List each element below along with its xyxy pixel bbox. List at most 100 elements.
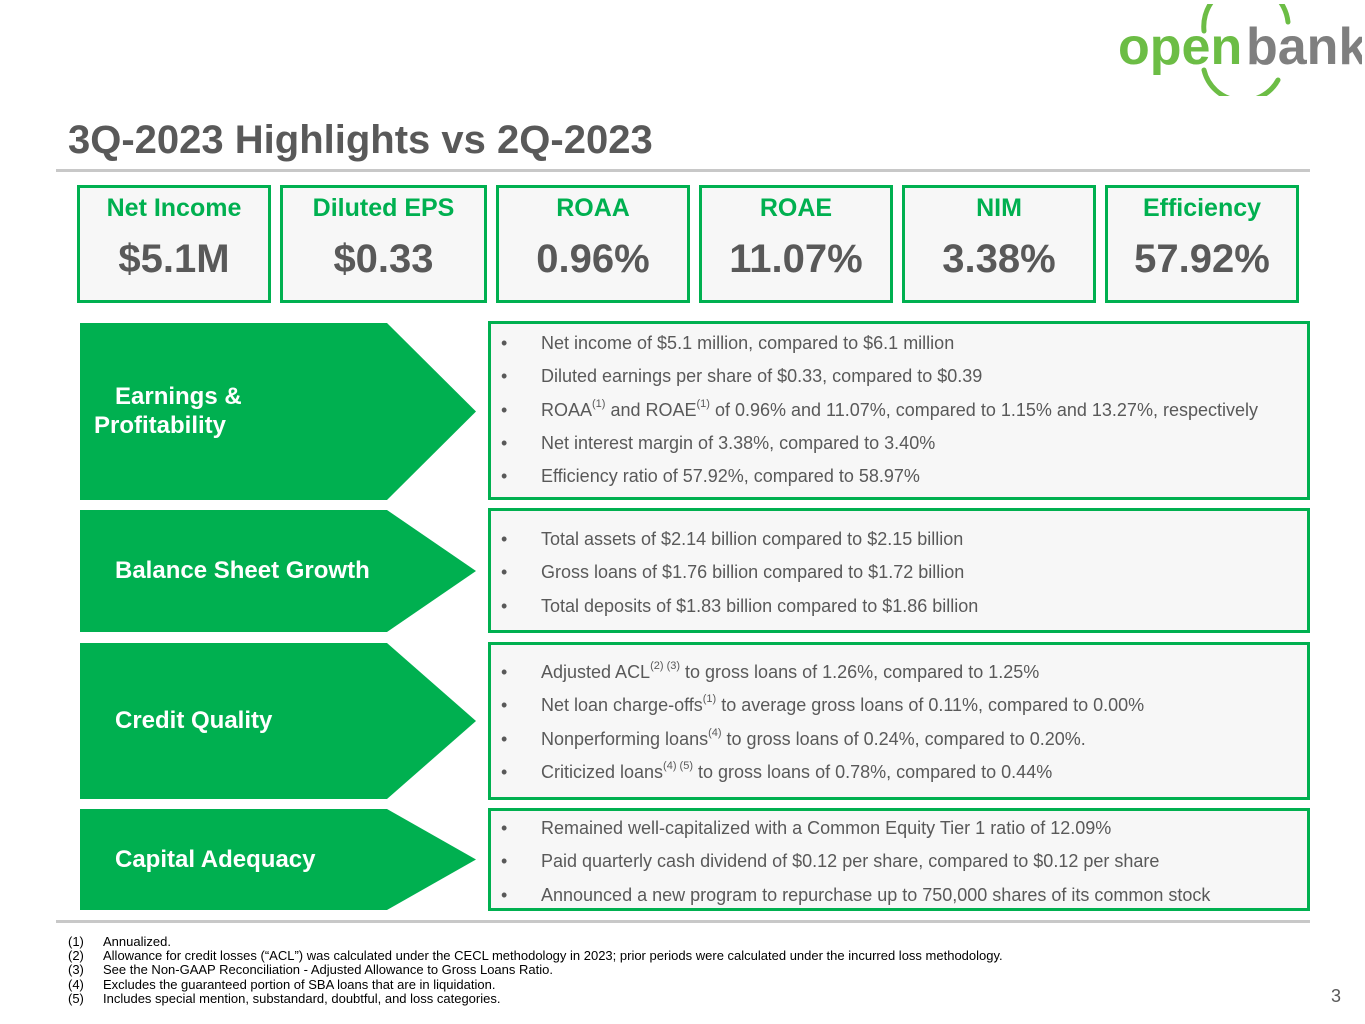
bullet-glyph: • [501,562,508,583]
footnote-text: Excludes the guaranteed portion of SBA l… [103,976,496,992]
logo-text-bank: bank [1246,18,1362,76]
bullet-item: • Net income of $5.1 million, compared to… [501,327,1299,360]
footnote-item: (5) Includes special mention, substandard… [68,991,1003,1006]
bullet-list: • Total assets of $2.14 billion compared … [501,523,1299,623]
footnote-item: (4) Excludes the guaranteed portion of SB… [68,976,1003,992]
footnote-number: (2) [68,948,84,964]
page-number: 3 [1331,986,1342,1006]
bullet-text: Total assets of $2.14 billion compared t… [541,529,964,549]
bullet-text-part: Net loan charge-offs [541,695,703,716]
footer-divider [56,920,1310,923]
bullet-item: • Nonperforming loans(4) to gross loans o… [501,723,1299,756]
kpi-roaa: ROAA 0.96% [496,185,690,303]
bullet-item: • Total assets of $2.14 billion compared … [501,523,1299,556]
openbank-logo: open bank [1112,4,1362,96]
section-panel-balance-sheet: • Total assets of $2.14 billion compared … [488,508,1310,633]
bullet-item: • ROAA(1) and ROAE(1) of 0.96% and 11.07%… [501,394,1299,427]
bullet-text-part: Adjusted ACL [541,662,651,682]
footnote-number: (3) [68,962,84,978]
footnote-ref: (4) (5) [663,759,693,772]
bullet-item: • Diluted earnings per share of $0.33, co… [501,360,1299,393]
footnote-item: (1) Annualized. [68,934,1003,949]
bullet-glyph: • [501,761,508,782]
bullet-glyph: • [501,695,508,716]
section-label-line2: Profitability [94,412,227,439]
bullet-glyph: • [501,662,508,682]
kpi-label: Diluted EPS [312,194,455,222]
section-arrow-capital-adequacy: Capital Adequacy [80,809,476,910]
section-arrow-balance-sheet: Balance Sheet Growth [80,510,476,632]
bullet-text: Remained well-capitalized with a Common … [541,818,1112,838]
kpi-value: 11.07% [729,237,863,281]
logo-top-arc [1201,4,1291,34]
footnote-ref: (4) [708,726,722,739]
logo-text-open: open [1118,18,1242,76]
footnote-ref: (1) [696,397,710,410]
bullet-text-part: to gross loans of 0.24%, compared to 0.2… [721,728,1086,749]
bullet-glyph: • [501,333,508,353]
page-title: 3Q-2023 Highlights vs 2Q-2023 [68,118,653,162]
section-panel-credit-quality: • Adjusted ACL(2) (3) to gross loans of 1… [488,642,1310,800]
bullet-glyph: • [501,884,508,905]
footnote-number: (4) [68,976,84,992]
bullet-item: • Paid quarterly cash dividend of $0.12 p… [501,845,1299,878]
kpi-label: NIM [976,194,1022,222]
kpi-nim: NIM 3.38% [902,185,1096,303]
title-divider [56,169,1310,172]
kpi-value: 0.96% [536,237,650,281]
bullet-glyph: • [501,399,508,420]
footnotes: (1) Annualized. (2) Allowance for credit l… [68,934,1003,1006]
bullet-list: • Adjusted ACL(2) (3) to gross loans of 1… [501,656,1299,789]
bullet-text: Net income of $5.1 million, compared to … [541,333,955,353]
bullet-glyph: • [501,366,508,387]
footnote-text: Allowance for credit losses (“ACL”) was … [103,948,1003,964]
kpi-value: $0.33 [333,237,434,281]
openbank-logo-mark: open bank [1118,4,1362,96]
bullet-text-part: Criticized loans [541,761,664,782]
bullet-glyph: • [501,529,508,549]
footnote-text: Annualized. [103,934,171,949]
kpi-efficiency: Efficiency 57.92% [1105,185,1299,303]
bullet-glyph: • [501,851,508,872]
kpi-diluted-eps: Diluted EPS $0.33 [280,185,487,303]
kpi-net-income: Net Income $5.1M [77,185,271,303]
bullet-item: • Efficiency ratio of 57.92%, compared to… [501,460,1299,493]
bullet-text-part: of 0.96% and 11.07%, compared to 1.15% a… [709,399,1258,420]
kpi-label: ROAA [556,194,630,222]
bullet-item: • Total deposits of $1.83 billion compare… [501,590,1299,623]
bullet-item: • Criticized loans(4) (5) to gross loans … [501,756,1299,789]
section-arrow-credit-quality: Credit Quality [80,643,476,799]
bullet-text-part: to average gross loans of 0.11%, compare… [716,695,1145,716]
bullet-glyph: • [501,466,508,487]
section-arrow-earnings: Earnings & Profitability [80,323,476,500]
kpi-roae: ROAE 11.07% [699,185,893,303]
bullet-item: • Remained well-capitalized with a Common… [501,812,1299,845]
kpi-label: ROAE [759,194,833,222]
bullet-glyph: • [501,728,508,749]
logo-bottom-arc [1201,67,1281,96]
bullet-item: • Announced a new program to repurchase u… [501,879,1299,912]
bullet-list: • Net income of $5.1 million, compared to… [501,327,1299,493]
footnote-text: See the Non-GAAP Reconciliation - Adjust… [103,962,553,978]
footnote-ref: (1) [592,397,606,410]
bullet-text-part: ROAA [541,399,593,420]
bullet-text: Paid quarterly cash dividend of $0.12 pe… [541,851,1160,872]
bullet-item: • Net loan charge-offs(1) to average gros… [501,689,1299,722]
kpi-value: $5.1M [118,237,230,281]
bullet-text-part: to gross loans of 0.78%, compared to 0.4… [693,761,1053,782]
bullet-text: Diluted earnings per share of $0.33, com… [541,366,983,387]
bullet-item: • Net interest margin of 3.38%, compared … [501,427,1299,460]
bullet-item: • Gross loans of $1.76 billion compared t… [501,556,1299,589]
kpi-value: 3.38% [942,237,1056,281]
section-label: Balance Sheet Growth [115,557,370,584]
bullet-text-part: Nonperforming loans [541,728,709,749]
footnote-ref: (1) [702,693,717,706]
footnote-item: (3) See the Non-GAAP Reconciliation - Adj… [68,963,1003,977]
section-panel-earnings: • Net income of $5.1 million, compared to… [488,321,1310,500]
bullet-glyph: • [501,818,508,838]
section-label: Capital Adequacy [115,846,316,873]
bullet-glyph: • [501,432,508,453]
kpi-label: Net Income [106,194,242,222]
bullet-text: Announced a new program to repurchase up… [541,884,1211,905]
bullet-text: Efficiency ratio of 57.92%, compared to … [541,466,920,487]
